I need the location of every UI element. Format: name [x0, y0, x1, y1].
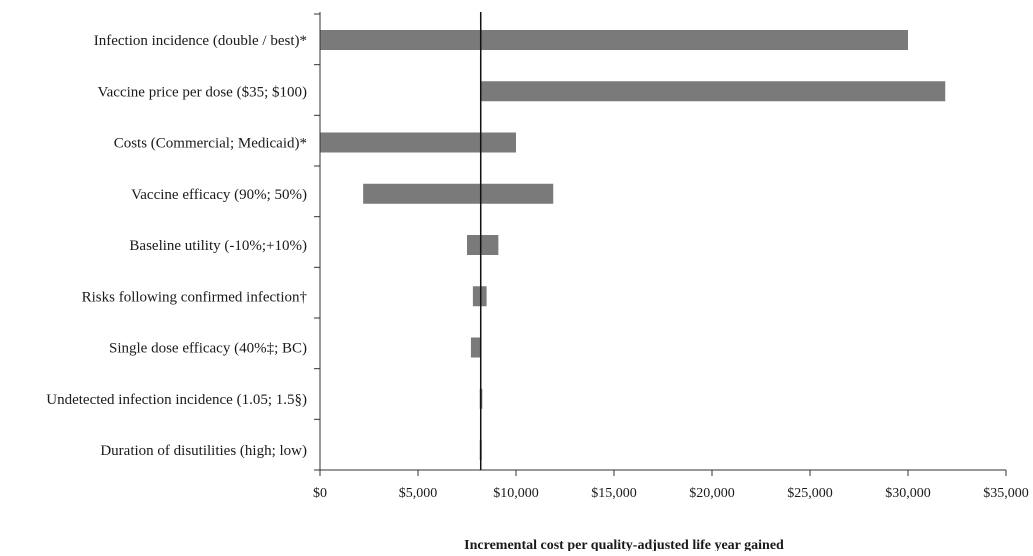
bar	[467, 235, 499, 255]
x-tick-label: $20,000	[689, 486, 735, 501]
category-label: Undetected infection incidence (1.05; 1.…	[46, 392, 307, 408]
x-axis-title: Incremental cost per quality-adjusted li…	[464, 538, 784, 551]
bars-layer	[320, 30, 946, 460]
bar	[472, 286, 487, 307]
category-label: Risks following confirmed infection†	[82, 289, 308, 305]
category-label: Infection incidence (double / best)*	[94, 33, 307, 49]
x-tick-label: $15,000	[591, 486, 637, 501]
bar	[470, 337, 481, 358]
category-label: Duration of disutilities (high; low)	[100, 443, 307, 459]
category-label: Baseline utility (-10%;+10%)	[129, 238, 307, 254]
bar	[320, 30, 908, 50]
x-tick-label: $0	[313, 486, 327, 501]
bar	[363, 183, 554, 204]
bar	[320, 132, 516, 153]
x-tick-label: $30,000	[885, 486, 931, 501]
x-tick-label: $10,000	[493, 486, 539, 501]
x-tick-label: $35,000	[983, 486, 1029, 501]
bar	[480, 81, 946, 102]
category-label: Vaccine price per dose ($35; $100)	[97, 84, 307, 100]
x-tick-label: $5,000	[399, 486, 438, 501]
labels-layer: Infection incidence (double / best)* Vacc…	[46, 33, 1029, 501]
x-tick-label: $25,000	[787, 486, 833, 501]
category-label: Single dose efficacy (40%‡; BC)	[109, 341, 307, 357]
category-label: Costs (Commercial; Medicaid)*	[114, 136, 307, 152]
category-label: Vaccine efficacy (90%; 50%)	[131, 187, 307, 203]
axes-layer	[314, 12, 1007, 476]
